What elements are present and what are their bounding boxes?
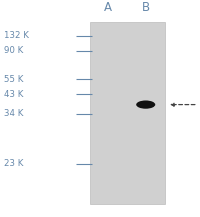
Text: B: B xyxy=(141,1,149,14)
Ellipse shape xyxy=(135,100,154,109)
Text: 132 K: 132 K xyxy=(4,31,29,40)
Bar xyxy=(90,22,164,204)
Text: 90 K: 90 K xyxy=(4,46,23,56)
Text: 23 K: 23 K xyxy=(4,159,23,168)
Text: 43 K: 43 K xyxy=(4,90,23,99)
Text: RP1: RP1 xyxy=(198,100,200,110)
Text: 55 K: 55 K xyxy=(4,75,23,84)
Text: A: A xyxy=(103,1,111,14)
Text: 34 K: 34 K xyxy=(4,109,23,118)
